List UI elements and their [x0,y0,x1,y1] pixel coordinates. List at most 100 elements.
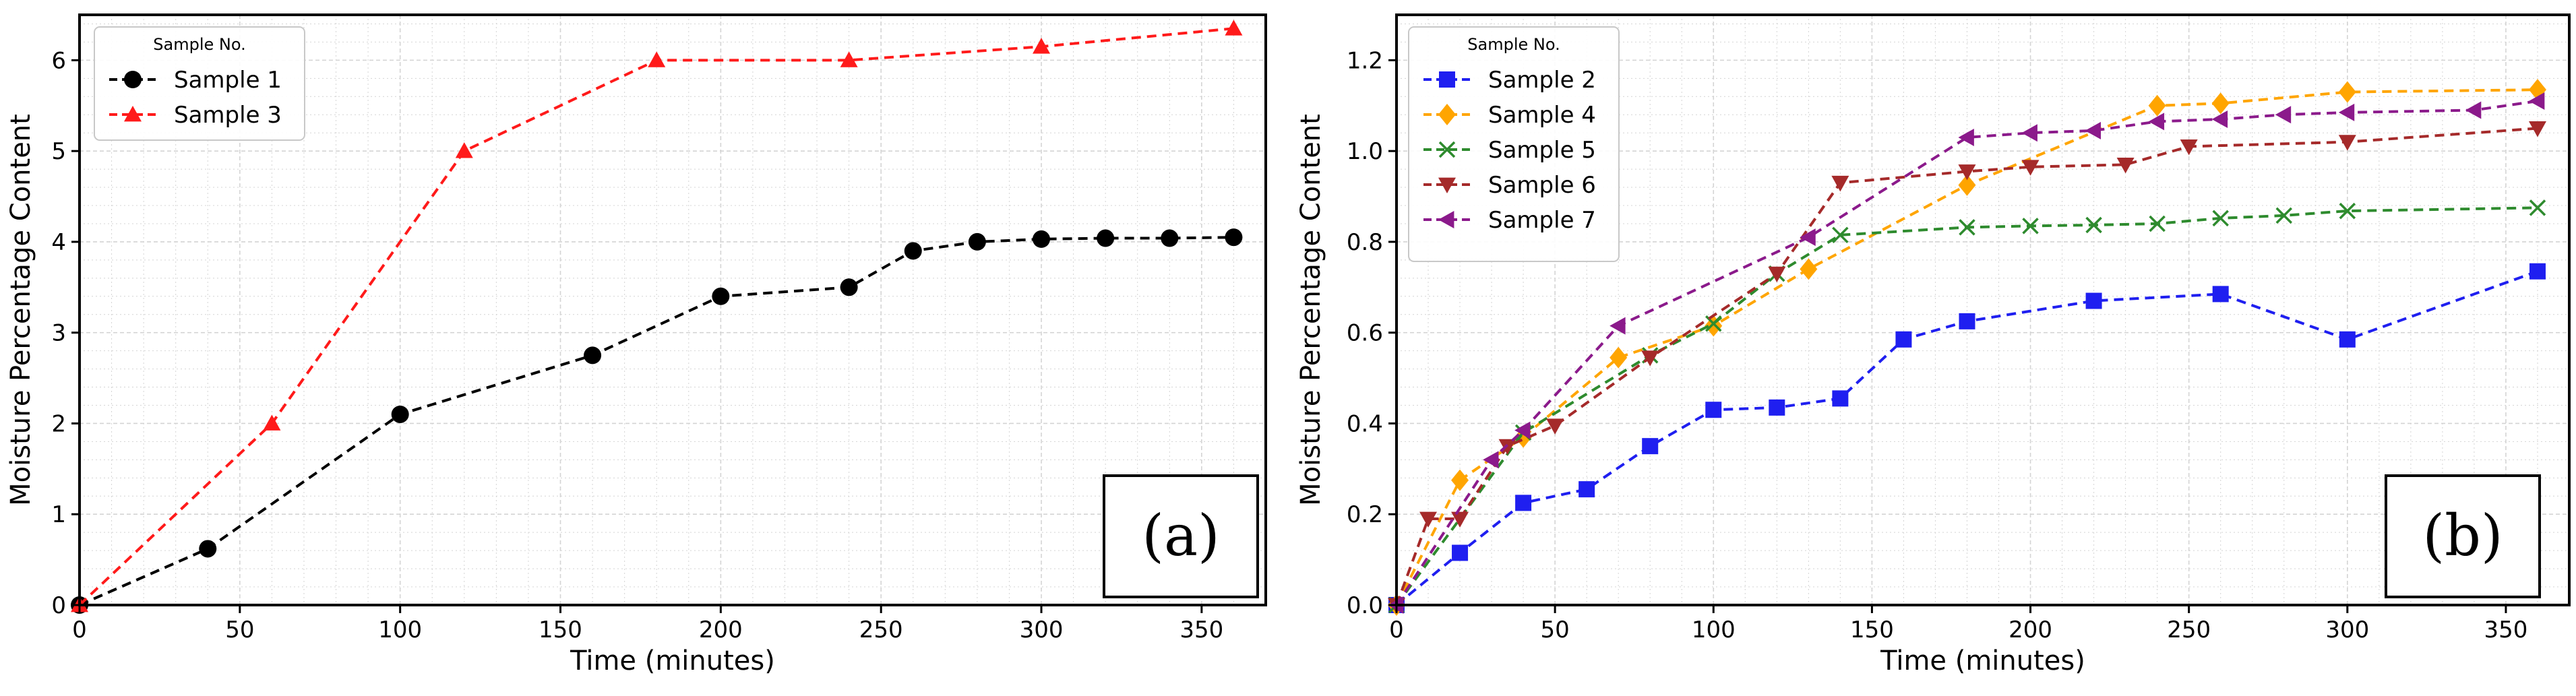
y-axis-title: Moisture Percentage Content [5,114,36,506]
panel-label: (b) [2385,474,2541,598]
y-tick-label: 0.0 [1347,592,1383,619]
data-point [904,242,922,260]
y-axis: 0 1 2 3 4 5 6 [51,47,80,619]
y-tick-label: 6 [51,47,66,74]
legend-label: Sample 4 [1488,102,1596,129]
data-point [2021,124,2037,142]
data-point [1578,481,1595,498]
x-tick-label: 250 [859,616,903,643]
y-tick-label: 0.2 [1347,501,1383,528]
data-point [2275,106,2292,124]
data-point [1498,439,1516,455]
legend-marker [1439,71,1455,88]
data-point [2339,331,2356,348]
data-point [1959,313,1975,329]
data-point [1642,438,1659,455]
legend-marker [1438,104,1456,125]
data-point [1609,346,1628,369]
legend-entry: Sample 7 [1423,207,1596,234]
data-point [2085,216,2102,234]
data-point [2149,215,2166,232]
data-point [2180,139,2198,156]
legend-title: Sample No. [153,35,245,54]
data-point [1451,469,1469,491]
x-tick-label: 50 [1541,616,1570,643]
panel-label-text: (b) [2422,503,2503,569]
x-tick-label: 300 [1020,616,1064,643]
data-point [1483,451,1499,469]
data-point [2529,199,2546,216]
x-tick-label: 350 [1179,616,1223,643]
data-point [2275,207,2292,224]
data-point [1033,38,1051,54]
data-point [1225,228,1243,247]
plot-frame [1395,13,2571,606]
panel-label-text: (a) [1142,503,1220,569]
data-point [2085,292,2102,309]
data-point [2211,110,2228,128]
data-point [1451,511,1469,528]
legend-marker [1438,211,1454,228]
data-point [584,346,602,365]
series-line [79,236,1234,606]
x-tick-label: 0 [1389,616,1404,643]
y-tick-label: 5 [51,138,66,165]
x-axis: 0 50 100 150 200 250 300 350 [1389,605,2527,643]
legend-entry: Sample 2 [1423,67,1596,94]
legend-marker [124,71,142,88]
legend-entry: Sample 4 [1423,102,1596,129]
data-point [1800,258,1818,280]
series-sample-6 [1388,121,2546,614]
legend-box [94,26,305,141]
data-point [199,540,217,558]
y-axis: 0.0 0.2 0.4 0.6 0.8 1.0 1.2 [1347,47,1397,619]
panel-label-box [2385,474,2541,598]
data-point [1832,390,1849,407]
data-point [1452,544,1469,561]
y-tick-label: 1.0 [1347,138,1383,165]
legend-label: Sample 1 [174,67,282,94]
data-point [1515,495,1532,511]
data-point [1769,399,1785,416]
y-tick-label: 4 [51,229,66,256]
data-point [1895,331,1912,348]
legend-title: Sample No. [1467,35,1560,54]
data-point [1800,228,1816,247]
data-point [2212,210,2229,227]
data-point [2338,135,2356,151]
legend-marker [124,106,142,122]
data-point [2465,101,2482,119]
y-tick-label: 2 [51,410,66,437]
data-point [840,278,858,296]
series-sample-1 [71,228,1243,614]
y-axis-title: Moisture Percentage Content [1295,114,1326,506]
data-point [1161,229,1179,247]
legend: Sample No. Sample 1 Sample 3 [94,26,305,141]
data-point [2116,157,2135,174]
legend-entry: Sample 3 [109,102,282,129]
x-axis-title: Time (minutes) [570,645,775,676]
data-point [263,414,281,431]
y-tick-label: 3 [51,320,66,347]
data-point [1768,266,1786,283]
data-point [840,51,858,67]
data-point [968,232,986,251]
data-point [1705,402,1722,418]
y-tick-label: 0 [51,592,66,619]
data-point [2211,92,2230,115]
data-point [2528,92,2545,110]
data-point [1514,421,1531,439]
x-tick-label: 100 [1692,616,1736,643]
data-point [1958,164,1976,181]
data-point [2022,218,2039,234]
data-point [1958,174,1976,196]
data-point [1832,226,1849,244]
data-point [2339,202,2356,220]
data-point [1546,418,1564,435]
panel-label: (a) [1103,474,1259,598]
data-point [648,51,666,67]
data-point [2338,103,2355,121]
x-tick-label: 0 [72,616,87,643]
series-line [1395,100,2538,606]
data-point [1959,219,1975,236]
